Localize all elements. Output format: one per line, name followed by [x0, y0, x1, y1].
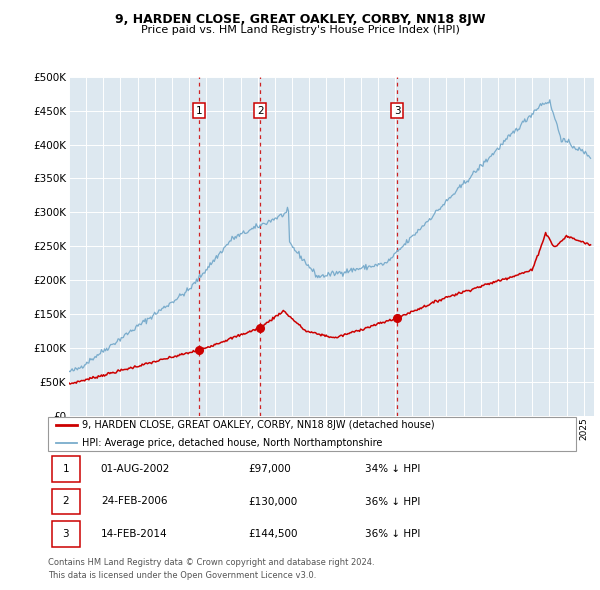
FancyBboxPatch shape	[52, 456, 80, 482]
Text: 24-FEB-2006: 24-FEB-2006	[101, 497, 167, 506]
Text: £130,000: £130,000	[248, 497, 298, 506]
Text: Price paid vs. HM Land Registry's House Price Index (HPI): Price paid vs. HM Land Registry's House …	[140, 25, 460, 35]
Text: 9, HARDEN CLOSE, GREAT OAKLEY, CORBY, NN18 8JW: 9, HARDEN CLOSE, GREAT OAKLEY, CORBY, NN…	[115, 13, 485, 26]
Text: 36% ↓ HPI: 36% ↓ HPI	[365, 497, 420, 506]
Text: 1: 1	[62, 464, 69, 474]
Text: 3: 3	[394, 106, 400, 116]
FancyBboxPatch shape	[48, 417, 576, 451]
Text: HPI: Average price, detached house, North Northamptonshire: HPI: Average price, detached house, Nort…	[82, 438, 383, 448]
Text: £144,500: £144,500	[248, 529, 298, 539]
FancyBboxPatch shape	[52, 521, 80, 547]
Text: 36% ↓ HPI: 36% ↓ HPI	[365, 529, 420, 539]
Text: Contains HM Land Registry data © Crown copyright and database right 2024.: Contains HM Land Registry data © Crown c…	[48, 558, 374, 567]
Text: 34% ↓ HPI: 34% ↓ HPI	[365, 464, 420, 474]
Text: This data is licensed under the Open Government Licence v3.0.: This data is licensed under the Open Gov…	[48, 571, 316, 580]
Text: 3: 3	[62, 529, 69, 539]
Text: 01-AUG-2002: 01-AUG-2002	[101, 464, 170, 474]
Text: 1: 1	[196, 106, 202, 116]
FancyBboxPatch shape	[52, 489, 80, 514]
Text: 14-FEB-2014: 14-FEB-2014	[101, 529, 167, 539]
Text: 9, HARDEN CLOSE, GREAT OAKLEY, CORBY, NN18 8JW (detached house): 9, HARDEN CLOSE, GREAT OAKLEY, CORBY, NN…	[82, 420, 435, 430]
Text: 2: 2	[62, 497, 69, 506]
Text: £97,000: £97,000	[248, 464, 292, 474]
Text: 2: 2	[257, 106, 263, 116]
